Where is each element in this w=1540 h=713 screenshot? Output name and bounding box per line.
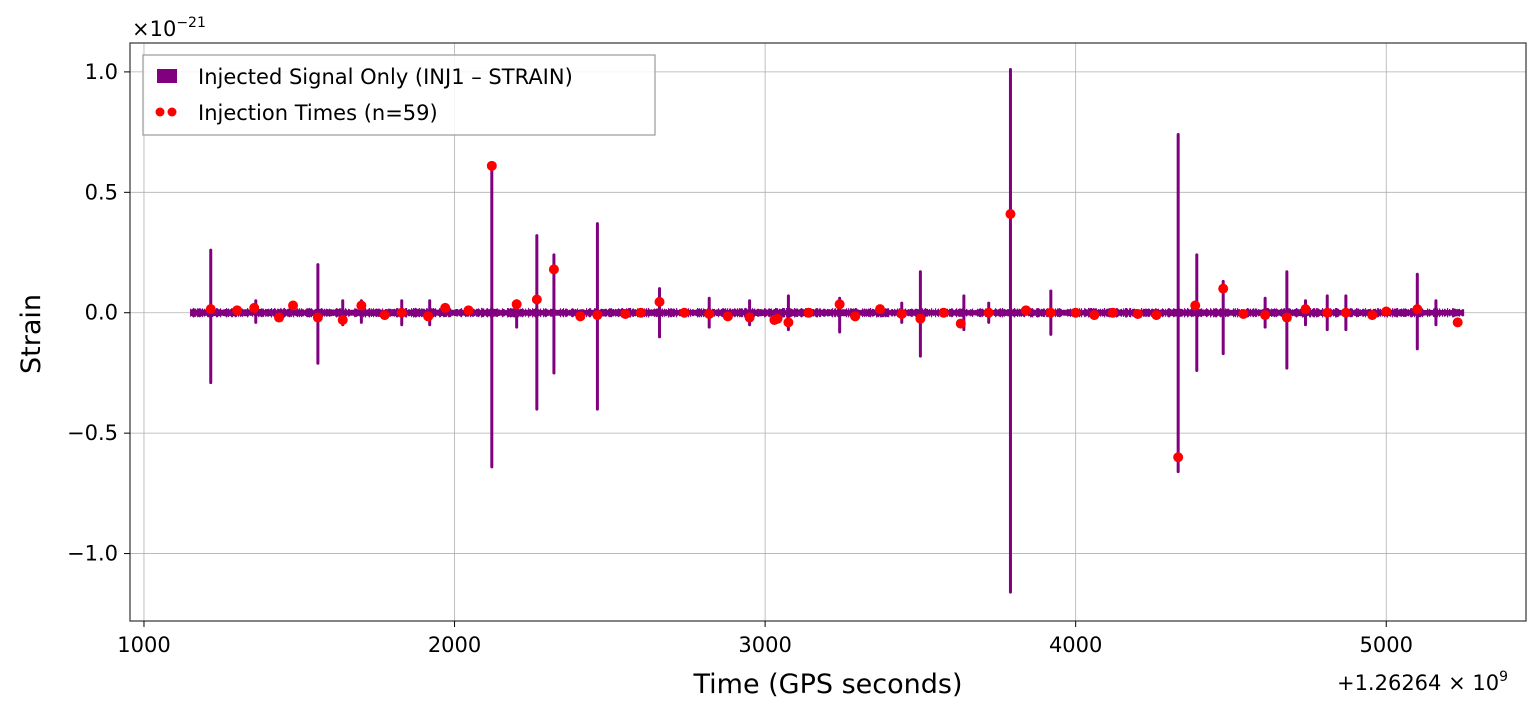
injection-point: [1020, 305, 1031, 316]
injection-point: [1260, 310, 1271, 321]
injection-point: [274, 312, 285, 323]
injection-point: [249, 302, 260, 313]
injection-point: [592, 310, 603, 321]
injection-point: [1367, 310, 1378, 321]
legend-injection-label: Injection Times (n=59): [198, 101, 438, 125]
injection-point: [654, 296, 665, 307]
injection-point: [1132, 308, 1143, 319]
x-axis-label: Time (GPS seconds): [692, 669, 962, 700]
injection-point: [205, 304, 216, 315]
axes-frame: [129, 42, 1527, 622]
injection-point: [486, 160, 497, 171]
injection-point: [548, 264, 559, 275]
injection-point: [772, 313, 783, 324]
y-tick-label: −0.5: [67, 421, 118, 445]
injection-point: [896, 308, 907, 319]
legend: Injected Signal Only (INJ1 – STRAIN) Inj…: [142, 54, 656, 136]
injection-point: [1190, 300, 1201, 311]
injection-point: [783, 317, 794, 328]
injection-point: [722, 311, 733, 322]
injection-point: [850, 311, 861, 322]
injection-point: [1005, 208, 1016, 219]
x-offset-label: +1.26264 × 109: [1337, 669, 1508, 695]
x-axis: 1000 2000 3000 4000 5000: [117, 621, 1413, 657]
injection-point: [511, 299, 522, 310]
y-scale-exponent: −21: [176, 15, 206, 31]
injection-point: [463, 305, 474, 316]
injection-point: [704, 308, 715, 319]
injection-point: [288, 300, 299, 311]
injection-point: [955, 318, 966, 329]
y-tick-label: 1.0: [85, 60, 118, 84]
plot-area: [190, 67, 1465, 594]
injection-point: [983, 307, 994, 318]
injection-point: [1107, 307, 1118, 318]
injection-point: [1281, 312, 1292, 323]
x-tick-label: 4000: [1049, 633, 1102, 657]
injection-point: [1070, 307, 1081, 318]
legend-signal-label: Injected Signal Only (INJ1 – STRAIN): [198, 65, 573, 89]
injection-point: [679, 307, 690, 318]
injection-point: [1151, 310, 1162, 321]
injection-point: [1218, 283, 1229, 294]
injection-point: [1300, 304, 1311, 315]
injection-point: [379, 310, 390, 321]
y-axis-label: Strain: [16, 294, 47, 374]
x-tick-label: 1000: [117, 633, 170, 657]
y-scale-label: ×10−21: [132, 15, 206, 41]
injection-point: [440, 302, 451, 313]
legend-box: [142, 54, 656, 136]
injection-point: [1381, 306, 1392, 317]
injection-point: [531, 294, 542, 305]
injection-point: [635, 307, 646, 318]
injection-point: [834, 299, 845, 310]
y-tick-label: 0.5: [85, 180, 118, 204]
injection-point: [620, 308, 631, 319]
legend-injection-marker: [167, 107, 177, 117]
injection-point: [1173, 452, 1184, 463]
injection-point: [312, 312, 323, 323]
y-tick-label: 0.0: [85, 301, 118, 325]
y-tick-label: −1.0: [67, 542, 118, 566]
injection-point: [803, 307, 814, 318]
injection-point: [575, 311, 586, 322]
legend-injection-marker: [155, 107, 165, 117]
injection-point: [356, 300, 367, 311]
injection-point: [396, 307, 407, 318]
injection-point: [1089, 310, 1100, 321]
injection-point: [1340, 307, 1351, 318]
injection-point: [915, 313, 926, 324]
injection-point: [1045, 307, 1056, 318]
injection-point: [423, 311, 434, 322]
y-axis: 1.0 0.5 0.0 −0.5 −1.0: [67, 60, 130, 566]
x-tick-label: 2000: [428, 633, 481, 657]
legend-signal-swatch: [157, 69, 177, 83]
x-offset-exponent: 9: [1499, 669, 1508, 685]
injection-point: [1452, 317, 1463, 328]
injection-point: [232, 305, 243, 316]
injection-point: [1322, 307, 1333, 318]
injection-point: [938, 307, 949, 318]
injection-point: [1238, 308, 1249, 319]
injection-point: [337, 314, 348, 325]
injection-point: [1412, 304, 1423, 315]
x-tick-label: 3000: [738, 633, 791, 657]
injection-point: [744, 312, 755, 323]
x-tick-label: 5000: [1360, 633, 1413, 657]
injection-point: [875, 304, 886, 315]
